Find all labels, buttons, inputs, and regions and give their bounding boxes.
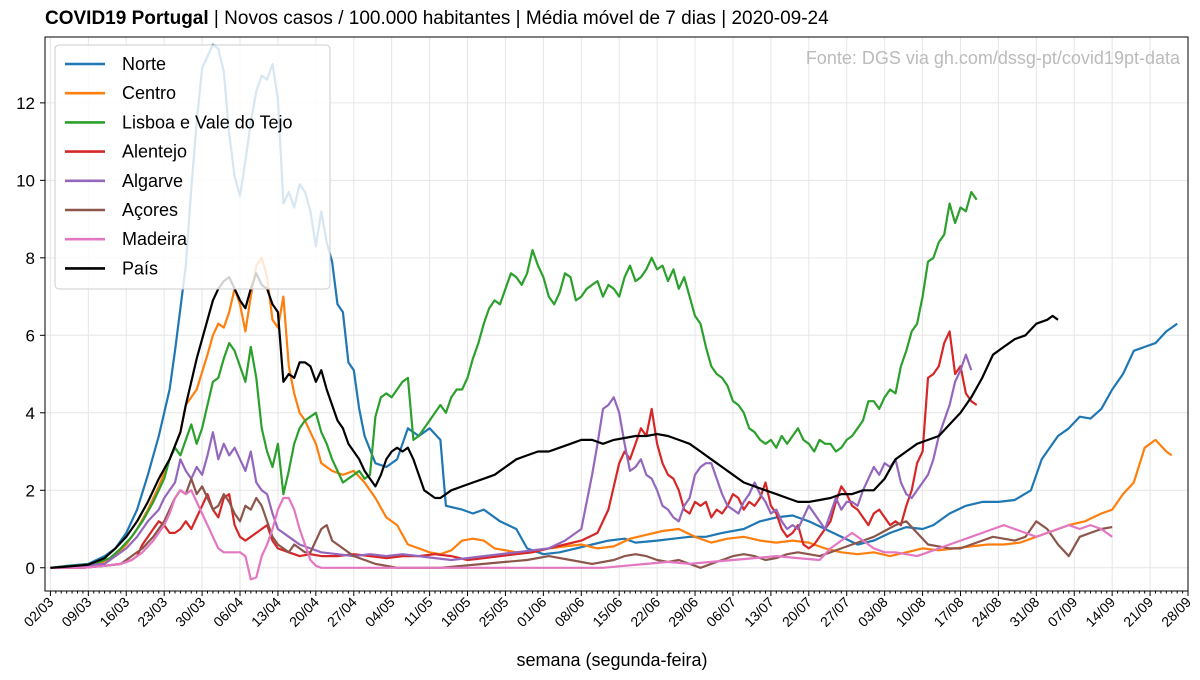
series-line-7 [50, 272, 1059, 569]
x-tick-label: 27/04 [324, 594, 360, 630]
x-tick-label: 06/04 [210, 594, 246, 630]
x-tick-label: 27/07 [817, 594, 853, 630]
x-tick-label: 09/03 [58, 594, 94, 630]
x-tick-label: 24/08 [968, 594, 1004, 630]
chart-title-bold: COVID19 Portugal [45, 8, 209, 29]
x-tick-label: 29/06 [665, 594, 701, 630]
source-note: Fonte: DGS via gh.com/dssg-pt/covid19pt-… [806, 48, 1181, 68]
x-tick-label: 03/08 [855, 594, 891, 630]
x-tick-label: 13/04 [248, 594, 284, 630]
x-tick-label: 10/08 [893, 594, 929, 630]
x-tick-label: 20/04 [286, 594, 322, 630]
x-tick-label: 04/05 [362, 594, 398, 630]
x-tick-label: 11/05 [400, 594, 436, 630]
series-line-2 [50, 190, 978, 569]
plot-frame [44, 36, 1189, 592]
legend-label: Centro [122, 83, 176, 103]
legend-label: País [122, 258, 158, 278]
x-tick-label: 31/08 [1006, 594, 1042, 630]
x-tick-label: 15/06 [589, 594, 625, 630]
x-tick-label: 07/09 [1044, 594, 1080, 630]
x-tick-label: 18/05 [438, 594, 474, 630]
legend-label: Alentejo [122, 142, 187, 162]
x-tick-label: 23/03 [134, 594, 170, 630]
legend-label: Açores [122, 200, 178, 220]
x-tick-label: 25/05 [475, 594, 511, 630]
y-tick-label: 4 [26, 404, 35, 423]
y-tick-label: 6 [26, 326, 35, 345]
chart-title: COVID19 Portugal | Novos casos / 100.000… [45, 8, 829, 29]
legend-label: Norte [122, 54, 166, 74]
y-tick-label: 2 [26, 481, 35, 500]
x-tick-label: 28/09 [1158, 594, 1194, 630]
x-tick-label: 16/03 [96, 594, 132, 630]
x-axis-label: semana (segunda-feira) [516, 650, 707, 670]
x-tick-label: 01/06 [513, 594, 549, 630]
legend-label: Lisboa e Vale do Tejo [122, 112, 292, 132]
legend: Norte Centro Lisboa e Vale do Tejo Alentejo… [54, 44, 331, 290]
x-tick-label: 20/07 [779, 594, 815, 630]
x-tick-label: 17/08 [931, 594, 967, 630]
series-line-4 [50, 353, 973, 569]
series-line-3 [50, 330, 978, 569]
x-tick-label: 30/03 [172, 594, 208, 630]
x-tick-label: 02/03 [20, 594, 56, 630]
x-tick-label: 08/06 [551, 594, 587, 630]
chart-title-rest: | Novos casos / 100.000 habitantes | Méd… [209, 8, 829, 29]
legend-box [54, 44, 331, 290]
x-tick-label: 21/09 [1120, 594, 1156, 630]
x-tick-label: 06/07 [703, 594, 739, 630]
series-line-6 [50, 489, 1113, 581]
x-tick-label: 13/07 [741, 594, 777, 630]
series-line-5 [50, 477, 1113, 569]
y-tick-label: 0 [26, 559, 35, 578]
y-tick-label: 10 [16, 171, 35, 190]
legend-label: Madeira [122, 229, 188, 249]
x-tick-label: 14/09 [1082, 594, 1118, 630]
x-tick-label: 22/06 [627, 594, 663, 630]
legend-label: Algarve [122, 171, 183, 191]
y-tick-label: 8 [26, 249, 35, 268]
y-tick-label: 12 [16, 94, 35, 113]
